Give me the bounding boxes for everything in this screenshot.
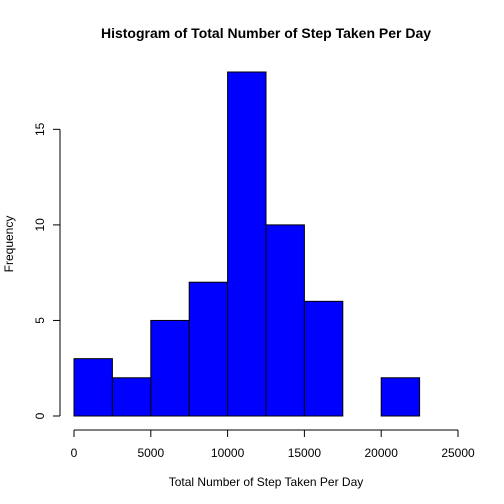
y-tick-label: 15 (33, 122, 47, 136)
y-tick-label: 5 (33, 317, 47, 324)
histogram-bar (188, 281, 229, 417)
y-tick-label: 0 (33, 412, 47, 419)
chart-title: Histogram of Total Number of Step Taken … (101, 25, 431, 41)
histogram-bar (265, 224, 305, 417)
x-tick-label: 5000 (137, 446, 164, 460)
histogram-bar (227, 71, 267, 417)
bars-group (73, 71, 421, 417)
histogram-bar (380, 377, 421, 417)
x-tick-label: 0 (71, 446, 78, 460)
histogram-bar (73, 358, 113, 417)
x-axis-label: Total Number of Step Taken Per Day (169, 475, 364, 489)
y-axis: 0 5 10 15 (33, 122, 61, 419)
histogram-bar (111, 377, 152, 417)
x-axis: 0 5000 10000 15000 20000 25000 (71, 429, 475, 460)
y-axis-label: Frequency (2, 216, 16, 273)
x-tick-label: 15000 (288, 446, 322, 460)
y-tick-label: 10 (33, 218, 47, 232)
x-tick-label: 20000 (365, 446, 399, 460)
histogram-bar (303, 300, 344, 417)
x-tick-label: 10000 (211, 446, 245, 460)
x-tick-label: 25000 (441, 446, 475, 460)
histogram-bar (150, 319, 190, 417)
